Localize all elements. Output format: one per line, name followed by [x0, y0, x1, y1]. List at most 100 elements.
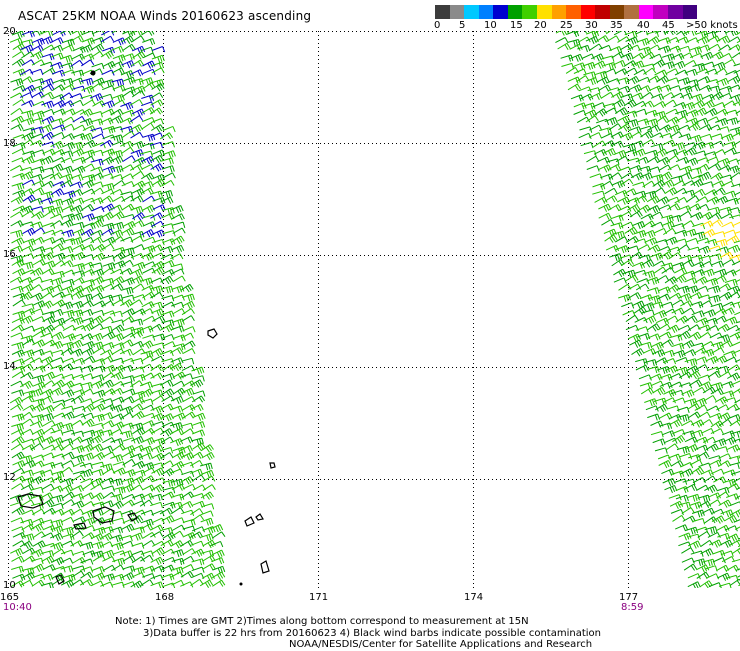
- wind-barb: [150, 213, 163, 219]
- wind-barb: [682, 558, 695, 564]
- wind-barb: [43, 316, 56, 324]
- wind-barb: [701, 182, 713, 188]
- wind-barb: [656, 116, 669, 122]
- wind-barb: [181, 429, 194, 435]
- wind-barb: [650, 212, 663, 217]
- wind-barb: [672, 435, 684, 443]
- scale-label: 45: [662, 20, 675, 31]
- wind-barb: [703, 437, 716, 442]
- scale-swatch: [450, 5, 465, 19]
- wind-barb: [102, 229, 115, 235]
- wind-barb: [62, 310, 74, 317]
- wind-barb: [609, 47, 621, 54]
- wind-barb: [32, 167, 44, 173]
- wind-barb: [131, 436, 144, 444]
- wind-barb: [654, 228, 667, 233]
- lon-label-171e: 171: [309, 592, 328, 603]
- wind-barb: [683, 271, 695, 278]
- wind-barb: [53, 292, 66, 298]
- wind-barb: [574, 110, 586, 116]
- scale-swatch: [522, 5, 537, 19]
- wind-barb: [23, 548, 36, 554]
- time-label-left: 10:40: [3, 602, 32, 613]
- wind-barb: [41, 84, 54, 90]
- wind-barb: [636, 31, 649, 35]
- wind-barb: [111, 320, 123, 326]
- wind-barb: [605, 108, 618, 113]
- wind-barb: [51, 358, 63, 364]
- wind-barb: [661, 215, 673, 222]
- wind-barb: [641, 388, 654, 394]
- wind-barb: [53, 261, 66, 267]
- wind-barb: [632, 349, 645, 357]
- wind-barb: [43, 230, 55, 236]
- wind-barb: [102, 109, 115, 115]
- wind-barb: [73, 557, 86, 563]
- wind-barb: [665, 31, 678, 35]
- wind-barb: [50, 341, 63, 349]
- wind-barb: [143, 268, 156, 273]
- wind-barb: [615, 69, 628, 75]
- wind-barb: [626, 275, 639, 281]
- wind-barb: [666, 316, 679, 321]
- wind-barb: [683, 143, 695, 149]
- wind-barb: [73, 471, 85, 477]
- wind-barb: [23, 228, 36, 236]
- wind-barb: [11, 566, 23, 572]
- wind-barb: [30, 268, 43, 276]
- wind-barb: [181, 471, 193, 477]
- wind-barb: [666, 444, 679, 450]
- wind-barb: [665, 438, 678, 444]
- wind-barb: [61, 174, 73, 181]
- wind-barb: [143, 134, 155, 141]
- island-outline: [256, 514, 263, 520]
- wind-barb: [32, 415, 44, 422]
- wind-barb: [53, 567, 65, 573]
- wind-barb: [40, 351, 52, 357]
- wind-barb: [171, 508, 184, 514]
- wind-barb: [673, 398, 685, 404]
- wind-barb: [142, 292, 155, 298]
- wind-barb: [555, 38, 568, 43]
- wind-barb: [20, 69, 33, 74]
- wind-barb: [32, 518, 45, 525]
- wind-barb: [92, 310, 104, 316]
- wind-barb: [111, 135, 123, 142]
- wind-barb: [91, 173, 104, 180]
- wind-barb: [151, 575, 163, 581]
- wind-barb: [73, 517, 86, 523]
- wind-barb: [201, 511, 214, 517]
- wind-barb: [42, 372, 55, 380]
- wind-barb: [141, 253, 154, 261]
- wind-barb: [70, 182, 83, 189]
- wind-barb: [730, 420, 740, 426]
- wind-barb: [192, 494, 204, 500]
- wind-barb: [212, 550, 225, 558]
- wind-barb: [11, 484, 24, 490]
- wind-barb: [10, 230, 22, 237]
- wind-barb: [662, 222, 674, 229]
- scale-label: 35: [610, 20, 623, 31]
- wind-barb: [111, 325, 124, 333]
- wind-barb: [192, 430, 204, 437]
- wind-barb: [692, 223, 704, 229]
- wind-barb: [41, 192, 53, 199]
- wind-barb: [568, 84, 581, 90]
- wind-barb: [617, 78, 629, 84]
- wind-barb: [680, 255, 692, 262]
- wind-barb: [51, 365, 63, 372]
- wind-barb: [13, 190, 26, 197]
- wind-barb: [61, 220, 73, 228]
- wind-barb: [132, 543, 144, 549]
- wind-barb: [33, 541, 46, 549]
- wind-barb: [82, 356, 95, 362]
- wind-barb: [681, 469, 694, 477]
- wind-barb: [40, 574, 52, 581]
- wind-barb: [123, 459, 136, 465]
- wind-barb: [81, 180, 94, 188]
- wind-barb: [81, 285, 94, 293]
- wind-barb: [717, 487, 729, 493]
- wind-barb: [637, 38, 649, 45]
- wind-barb: [12, 158, 25, 164]
- wind-barb: [172, 381, 185, 386]
